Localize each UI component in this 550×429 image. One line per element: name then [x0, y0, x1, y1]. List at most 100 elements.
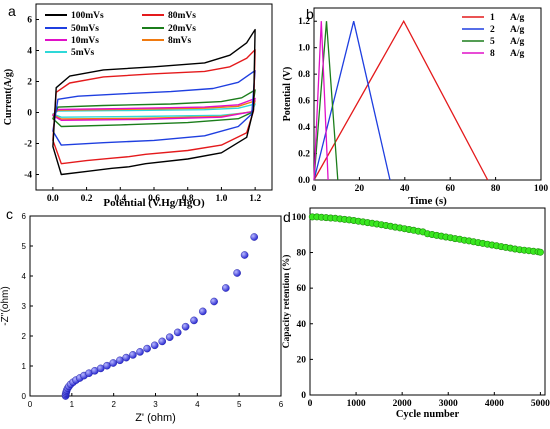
- nyquist-point: [173, 328, 182, 337]
- x-tick-label-b: 100: [534, 184, 549, 194]
- y-tick-label-d: 20: [297, 355, 307, 365]
- nyquist-point: [181, 322, 190, 331]
- legend-entry-1: 1: [490, 13, 495, 23]
- y-tick-label-b: 0.0: [298, 176, 310, 186]
- y-tick-label-c: 3: [22, 302, 27, 311]
- plot-frame-b: [313, 7, 542, 181]
- legend-unit-2: A/g: [510, 25, 525, 35]
- x-tick-label-c: 0: [28, 400, 33, 409]
- x-tick-label-d: 5000: [531, 399, 550, 409]
- nyquist-point: [143, 344, 151, 353]
- gcd-curve-8-ag: [313, 21, 329, 181]
- x-tick-label-b: 60: [445, 184, 455, 194]
- cv-curve-5mVs: [52, 103, 256, 118]
- plot-frame-c: [29, 215, 282, 397]
- legend-entry-10mVs: 10mVs: [71, 36, 99, 46]
- x-tick-label-d: 2000: [393, 399, 412, 409]
- x-tick-label-c: 5: [237, 400, 242, 409]
- panel-label-c: c: [6, 206, 13, 222]
- gcd-curve-2-ag: [313, 21, 391, 181]
- nyquist-point: [221, 284, 230, 292]
- gcd-curve-1-ag: [313, 19, 489, 181]
- x-axis-label-d: Cycle number: [396, 409, 460, 420]
- legend-entry-8mVs: 8mVs: [168, 36, 192, 46]
- x-tick-label-c: 1: [70, 400, 75, 409]
- x-tick-label-a: 0.2: [81, 194, 93, 204]
- retention-point: [536, 248, 544, 256]
- x-tick-label-a: 0.6: [148, 194, 160, 204]
- y-axis-label-d: Capacity retention (%): [281, 255, 292, 349]
- y-tick-label-b: 0.8: [298, 70, 310, 80]
- nyquist-point: [165, 333, 174, 342]
- legend-unit-1: A/g: [510, 13, 525, 23]
- panel-label-b: b: [306, 6, 314, 22]
- x-tick-label-b: 20: [355, 184, 365, 194]
- y-tick-label-c: 1: [22, 362, 27, 371]
- y-tick-label-a: 0: [27, 109, 32, 119]
- y-tick-label-a: 6: [27, 16, 32, 26]
- cv-curve-10mVs: [52, 97, 256, 121]
- cv-curve-100mVs: [52, 28, 256, 176]
- x-axis-label-b: Time (s): [408, 195, 447, 207]
- legend-entry-5mVs: 5mVs: [71, 48, 95, 58]
- y-tick-label-d: 60: [297, 284, 307, 294]
- y-axis-label-b: Potential (V): [282, 67, 293, 122]
- y-tick-label-d: 80: [297, 249, 307, 259]
- y-tick-label-c: 6: [22, 212, 27, 221]
- y-tick-label-b: 0.2: [298, 150, 310, 160]
- y-tick-label-c: 2: [22, 332, 27, 341]
- nyquist-point: [122, 353, 130, 362]
- y-axis-label-c: -Z''(ohm): [0, 286, 11, 325]
- legend-entry-80mVs: 80mVs: [168, 11, 196, 21]
- legend-unit-5: A/g: [510, 37, 525, 47]
- panel-label-d: d: [283, 209, 291, 225]
- nyquist-point: [233, 269, 241, 277]
- panel-label-a: a: [8, 3, 16, 19]
- y-tick-label-b: 0.4: [298, 123, 310, 133]
- legend-unit-8: A/g: [510, 49, 525, 59]
- x-tick-label-c: 3: [153, 400, 158, 409]
- y-tick-label-d: 100: [292, 213, 307, 223]
- x-tick-label-a: 1.0: [215, 194, 227, 204]
- gcd-curve-5-ag: [313, 21, 339, 181]
- x-tick-label-b: 40: [400, 184, 410, 194]
- x-tick-label-c: 2: [111, 400, 116, 409]
- y-tick-label-c: 0: [22, 392, 27, 401]
- y-axis-label-a: Current(A/g): [3, 69, 14, 125]
- cv-curve-20mVs: [52, 89, 256, 128]
- x-tick-label-a: 1.2: [249, 194, 261, 204]
- nyquist-point: [96, 364, 105, 373]
- y-tick-label-d: 0: [301, 391, 306, 401]
- nyquist-point: [158, 337, 166, 346]
- nyquist-point: [150, 341, 159, 350]
- y-tick-label-c: 4: [22, 272, 27, 281]
- nyquist-point: [129, 351, 137, 359]
- y-tick-label-d: 40: [297, 320, 307, 330]
- legend-entry-50mVs: 50mVs: [71, 24, 99, 34]
- y-tick-label-b: 1.2: [298, 17, 310, 27]
- x-tick-label-b: 80: [491, 184, 501, 194]
- nyquist-point: [240, 251, 249, 259]
- x-tick-label-a: 0.0: [47, 194, 59, 204]
- x-tick-label-c: 6: [279, 400, 284, 409]
- legend-entry-20mVs: 20mVs: [168, 24, 196, 34]
- x-tick-label-a: 0.8: [182, 194, 194, 204]
- nyquist-point: [190, 316, 198, 325]
- plot-frame-d: [309, 207, 546, 396]
- y-tick-label-c: 5: [22, 242, 27, 251]
- x-tick-label-c: 4: [195, 400, 200, 409]
- nyquist-point: [109, 359, 117, 367]
- y-tick-label-a: 2: [27, 78, 32, 88]
- legend-entry-100mVs: 100mVs: [71, 11, 104, 21]
- nyquist-point: [116, 356, 124, 365]
- y-tick-label-a: 4: [27, 47, 32, 57]
- x-tick-label-d: 3000: [439, 399, 458, 409]
- x-axis-label-c: Z' (ohm): [135, 412, 176, 424]
- x-tick-label-d: 1000: [347, 399, 366, 409]
- x-axis-label-a: Potential (V.Hg/HgO): [103, 197, 205, 209]
- legend-entry-5: 5: [490, 37, 495, 47]
- legend-entry-8: 8: [490, 49, 495, 59]
- legend-entry-2: 2: [490, 25, 495, 35]
- nyquist-point: [250, 233, 258, 241]
